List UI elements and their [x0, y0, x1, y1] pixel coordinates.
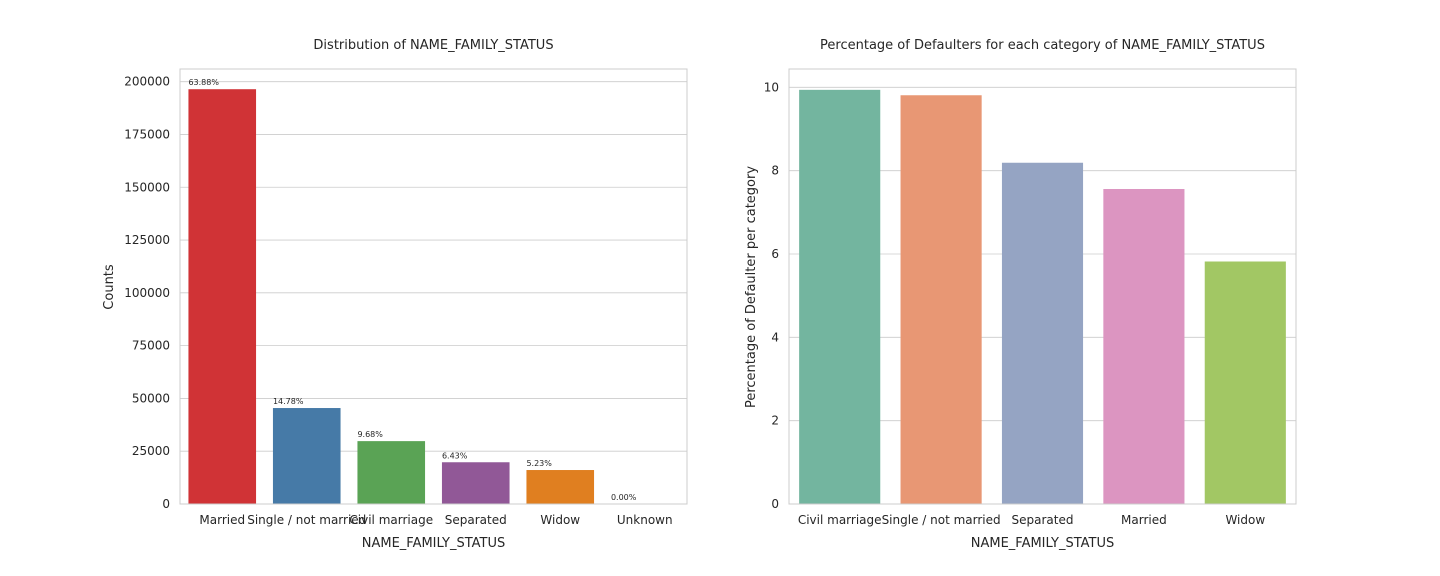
x-tick-label: Civil marriage [349, 513, 433, 527]
x-tick-label: Widow [540, 513, 580, 527]
x-tick-label: Single / not married [882, 513, 1001, 527]
y-tick-label: 25000 [132, 444, 170, 458]
y-tick-label: 200000 [124, 75, 170, 89]
y-tick-label: 10 [764, 80, 779, 94]
y-tick-label: 2 [771, 414, 779, 428]
bar [441, 462, 510, 504]
y-tick-label: 175000 [124, 127, 170, 141]
y-tick-label: 75000 [132, 339, 170, 353]
y-tick-labels: 0 25000 50000 75000 100000 125000 150000 175000… [124, 75, 170, 511]
bar-data-label: 0.00% [611, 493, 637, 502]
bar-data-label: 6.43% [442, 451, 468, 460]
bar-data-label: 63.88% [188, 78, 219, 87]
x-tick-label: Unknown [617, 513, 673, 527]
bar [900, 95, 982, 504]
bar-data-label: 5.23% [526, 459, 552, 468]
bar [1001, 162, 1084, 504]
bar [526, 470, 595, 504]
x-tick-label: Civil marriage [798, 513, 882, 527]
x-tick-label: Widow [1225, 513, 1265, 527]
bar-data-label: 9.68% [357, 430, 383, 439]
bar-data-labels: 63.88% 14.78% 9.68% 6.43% 5.23% 0.00% [188, 78, 636, 502]
chart-title: Percentage of Defaulters for each catego… [820, 38, 1265, 53]
bar [188, 89, 257, 504]
chart-defaulter-percentage: Percentage of Defaulters for each catego… [744, 38, 1297, 551]
bar-data-label: 14.78% [273, 397, 304, 406]
x-axis-label: NAME_FAMILY_STATUS [362, 536, 506, 551]
x-tick-label: Single / not married [247, 513, 366, 527]
y-tick-label: 50000 [132, 391, 170, 405]
y-axis-label: Percentage of Defaulter per category [744, 166, 759, 408]
x-tick-label: Married [1121, 513, 1167, 527]
plot-frame [788, 68, 1297, 505]
bar [1103, 189, 1185, 504]
chart-family-status-distribution: Distribution of NAME_FAMILY_STATUS 63.88… [102, 38, 688, 551]
bar [272, 408, 341, 504]
y-tick-labels: 0 2 4 6 8 10 [764, 80, 779, 511]
y-tick-label: 125000 [124, 233, 170, 247]
y-tick-label: 100000 [124, 286, 170, 300]
bar [799, 89, 881, 504]
x-axis-label: NAME_FAMILY_STATUS [971, 536, 1115, 551]
y-tick-label: 0 [162, 497, 170, 511]
y-tick-label: 6 [771, 247, 779, 261]
bars [799, 89, 1286, 504]
x-tick-label: Married [199, 513, 245, 527]
y-tick-label: 0 [771, 497, 779, 511]
x-tick-label: Separated [1012, 513, 1074, 527]
y-axis-label: Counts [102, 264, 117, 310]
chart-title: Distribution of NAME_FAMILY_STATUS [313, 38, 553, 53]
bar [357, 441, 426, 504]
plot-frame [179, 68, 688, 505]
x-tick-label: Separated [445, 513, 507, 527]
y-tick-label: 4 [771, 330, 779, 344]
bar [1204, 261, 1286, 504]
x-tick-labels: Civil marriage Single / not married Separa… [798, 513, 1265, 527]
y-tick-label: 8 [771, 164, 779, 178]
bars [188, 89, 679, 504]
y-grid [180, 81, 687, 505]
y-tick-label: 150000 [124, 180, 170, 194]
